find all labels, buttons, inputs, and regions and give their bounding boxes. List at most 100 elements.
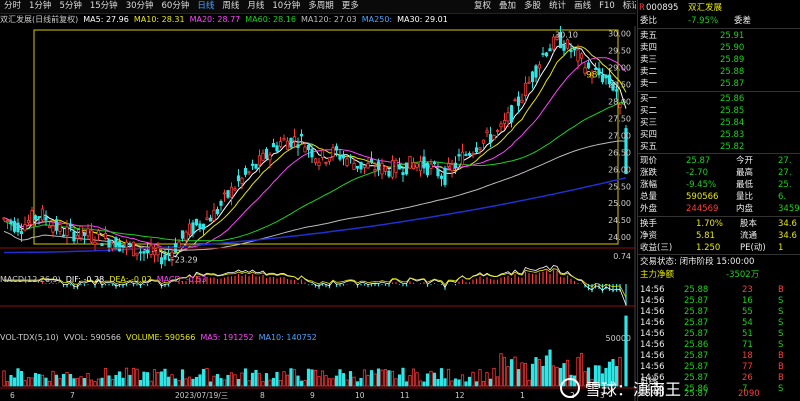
- volume-bar: [548, 349, 552, 387]
- volume-bar: [551, 365, 556, 387]
- candle: [352, 156, 356, 170]
- volume-bar: [261, 381, 265, 387]
- period-tab[interactable]: 5分钟: [59, 1, 82, 11]
- price-tick: 25.50: [608, 182, 631, 191]
- toolbar-button[interactable]: 多股: [524, 1, 542, 11]
- volume-bar: [103, 368, 108, 387]
- ma-line: [3, 102, 627, 242]
- candle: [324, 161, 328, 167]
- candle: [572, 47, 577, 57]
- volume-bar: [275, 371, 279, 387]
- candle: [156, 241, 160, 262]
- volume-bar: [541, 365, 545, 387]
- volume-bar: [229, 372, 234, 387]
- candle: [614, 85, 619, 100]
- period-tab[interactable]: 60分钟: [161, 1, 190, 11]
- candle: [380, 158, 384, 179]
- indicator-value: MA60: 28.16: [245, 15, 296, 24]
- toolbar-button[interactable]: 复权: [474, 1, 492, 11]
- tick-time: 14:56: [640, 373, 665, 383]
- volume-bar: [75, 378, 80, 387]
- value: 25.: [778, 180, 792, 190]
- candle: [306, 142, 311, 158]
- volume-bar: [320, 370, 325, 387]
- volume-bar: [250, 372, 255, 387]
- toolbar-button[interactable]: 统计: [549, 1, 567, 11]
- value: -2.70: [686, 168, 708, 178]
- candle: [579, 52, 584, 65]
- volume-bar: [170, 374, 174, 387]
- stat-row: 涨幅 -9.45% 最低 25.: [638, 179, 800, 191]
- volume-bar: [65, 372, 69, 387]
- ask-row: 卖二 25.88: [638, 66, 800, 78]
- volume-bar: [460, 374, 465, 387]
- volume-bar: [26, 377, 31, 387]
- ask-price: 25.89: [720, 55, 745, 65]
- period-tab[interactable]: 周线: [222, 1, 240, 11]
- period-tab[interactable]: 更多: [341, 1, 359, 11]
- candle: [198, 220, 202, 233]
- candle: [135, 252, 139, 261]
- candle: [191, 219, 195, 238]
- volume-bar: [439, 368, 444, 387]
- volume-bar: [240, 372, 244, 387]
- toolbar-button[interactable]: 叠加: [499, 1, 517, 11]
- volume-bar: [520, 362, 524, 387]
- toolbar-button[interactable]: 标记: [622, 1, 636, 11]
- volume-bar: [331, 378, 335, 387]
- volume-bar: [474, 381, 479, 387]
- period-tab[interactable]: 分时: [4, 1, 22, 11]
- value: 1.70%: [696, 219, 724, 229]
- toolbar-button[interactable]: 画线: [574, 1, 592, 11]
- candle: [509, 104, 514, 128]
- candle: [268, 151, 272, 169]
- volume-bar: [313, 370, 318, 387]
- candle: [492, 134, 496, 141]
- period-tab[interactable]: 月线: [247, 1, 265, 11]
- tick-volume: 51: [742, 329, 753, 339]
- candle: [359, 161, 363, 174]
- candle: [481, 139, 486, 149]
- volume-bar: [37, 373, 41, 387]
- candle: [75, 229, 80, 245]
- stat2-row: 收益(三) 1.250 PE(动) 1: [638, 242, 800, 254]
- tick-volume: 54: [742, 318, 753, 328]
- candle: [215, 206, 220, 216]
- volume-bar: [436, 378, 440, 387]
- period-tab[interactable]: 10分钟: [272, 1, 301, 11]
- ask-price: 25.90: [720, 43, 745, 53]
- period-tab[interactable]: 30分钟: [125, 1, 154, 11]
- volume-bar: [359, 377, 363, 387]
- capital-row: 主力净额 -3502万: [638, 269, 800, 281]
- watermark-text: 雪球：滇南王: [585, 380, 682, 399]
- kline-chart[interactable]: 30.10←23.299830.0029.5029.0028.5028.0027…: [0, 26, 636, 401]
- volume-bar: [597, 365, 601, 387]
- volume-bar: [537, 359, 542, 387]
- volume-bar: [121, 377, 125, 387]
- period-tab[interactable]: 日线: [197, 1, 215, 11]
- volume-bar: [268, 379, 272, 387]
- candle: [446, 157, 451, 169]
- volume-bar: [145, 372, 150, 387]
- tick-time: 14:56: [640, 351, 665, 361]
- candle: [37, 215, 41, 225]
- toolbar-button[interactable]: F10: [599, 1, 615, 11]
- snowball-icon: [560, 378, 580, 398]
- volume-bar: [593, 365, 598, 387]
- tick-side: B: [778, 362, 784, 372]
- dif-line: [4, 265, 627, 306]
- selection-box[interactable]: [33, 29, 619, 245]
- volume-bar: [16, 368, 20, 387]
- volume-bar: [376, 368, 381, 387]
- tick-volume: 26: [742, 373, 753, 383]
- candle: [397, 157, 402, 170]
- period-tab[interactable]: 15分钟: [89, 1, 118, 11]
- candle: [12, 217, 17, 234]
- volume-bar: [495, 376, 500, 387]
- volume-bar: [390, 370, 395, 387]
- period-tab[interactable]: 1分钟: [29, 1, 52, 11]
- candle: [457, 148, 461, 162]
- candle: [110, 241, 115, 252]
- tick-price: 25.87: [684, 318, 709, 328]
- period-tab[interactable]: 多周期: [308, 1, 334, 11]
